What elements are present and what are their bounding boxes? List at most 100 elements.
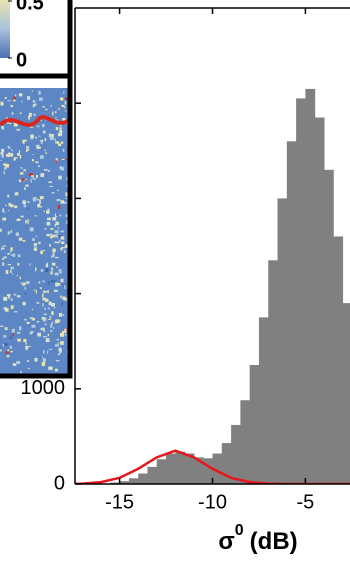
map-speckle xyxy=(48,181,52,182)
map-speckle xyxy=(44,308,45,310)
map-speckle xyxy=(3,297,7,301)
map-speckle xyxy=(54,307,55,308)
map-speckle xyxy=(46,264,48,268)
map-speckle xyxy=(39,357,42,358)
map-speckle xyxy=(34,290,35,292)
map-speckle xyxy=(45,152,47,153)
map-speckle xyxy=(51,192,54,193)
map-speckle xyxy=(15,94,16,96)
map-speckle xyxy=(17,332,20,334)
map-speckle xyxy=(55,257,58,258)
map-speckle xyxy=(39,200,41,204)
map-speckle xyxy=(32,90,33,91)
map-speckle xyxy=(63,91,64,94)
map-speckle xyxy=(21,101,22,103)
map-speckle xyxy=(25,179,27,180)
map-speckle xyxy=(24,293,26,294)
plot-area xyxy=(75,89,350,484)
map-speckle xyxy=(11,298,13,301)
map-speckle xyxy=(20,371,22,374)
map-speckle xyxy=(47,222,51,225)
map-speckle xyxy=(44,211,45,213)
map-speckle xyxy=(1,126,4,129)
map-speckle xyxy=(24,319,27,321)
map-speckle xyxy=(60,231,63,233)
map-speckle xyxy=(59,130,62,132)
map-speckle xyxy=(52,249,55,253)
map-speckle xyxy=(3,163,6,165)
map-speckle xyxy=(8,264,11,265)
map-speckle xyxy=(61,279,64,283)
map-speckle xyxy=(58,242,59,244)
map-speckle xyxy=(44,150,45,151)
map-speckle xyxy=(59,127,61,129)
map-speckle xyxy=(64,107,66,108)
map-speckle xyxy=(9,123,11,124)
map-speckle xyxy=(27,207,28,209)
map-speckle xyxy=(35,215,37,216)
map-speckle xyxy=(39,98,43,101)
histogram-bar xyxy=(324,170,334,484)
map-speckle xyxy=(36,290,37,294)
map-speckle xyxy=(19,326,21,330)
map-speckle xyxy=(0,229,2,232)
map-speckle xyxy=(8,296,10,299)
map-speckle xyxy=(8,155,10,157)
map-speckle xyxy=(46,318,47,321)
histogram-bar xyxy=(203,458,213,484)
map-speckle xyxy=(29,113,32,117)
map-speckle xyxy=(55,138,56,141)
map-speckle xyxy=(43,350,44,354)
map-speckle xyxy=(28,368,30,369)
map-speckle xyxy=(60,333,64,337)
y-tick-label: 0 xyxy=(54,472,65,494)
map-speckle xyxy=(57,190,58,192)
map-speckle xyxy=(23,240,26,242)
map-speckle xyxy=(33,100,36,102)
map-speckle xyxy=(65,334,67,336)
map-speckle xyxy=(41,140,43,144)
map-speckle xyxy=(17,295,21,297)
histogram-bar xyxy=(157,459,167,484)
map-speckle xyxy=(48,281,50,285)
map-speckle xyxy=(11,306,14,307)
map-speckle xyxy=(45,109,47,110)
map-speckle xyxy=(32,159,34,161)
histogram-bar xyxy=(343,303,350,484)
map-speckle xyxy=(17,263,19,266)
map-speckle xyxy=(41,269,44,272)
map-speckle xyxy=(40,173,44,177)
map-speckle xyxy=(59,215,61,217)
map-speckle xyxy=(38,91,40,95)
map-speckle xyxy=(19,180,21,183)
map-speckle xyxy=(59,319,61,322)
map-speckle xyxy=(31,325,35,328)
histogram-bar xyxy=(278,198,288,484)
map-speckle xyxy=(64,287,66,288)
map-speckle xyxy=(24,140,27,142)
map-speckle xyxy=(30,179,31,182)
map-speckle xyxy=(26,146,29,150)
page: σ0(dB) 01000200030004000 00.5 -15-10-5 (… xyxy=(0,0,350,560)
map-speckle xyxy=(30,263,31,266)
map-speckle xyxy=(17,219,21,221)
map-speckle xyxy=(14,294,16,296)
map-speckle xyxy=(11,105,13,107)
map-speckle xyxy=(10,153,13,157)
map-speckle xyxy=(60,98,63,101)
map-speckle xyxy=(37,206,38,207)
map-speckle xyxy=(4,167,7,170)
histogram-bar xyxy=(175,452,185,484)
map-speckle xyxy=(58,227,59,228)
map-speckle xyxy=(27,282,29,284)
map-speckle xyxy=(3,335,6,338)
map-speckle xyxy=(25,220,27,223)
x-label-superscript: 0 xyxy=(235,522,244,539)
map-speckle xyxy=(33,333,35,335)
map-speckle xyxy=(45,268,48,272)
map-speckle xyxy=(55,111,57,113)
map-speckle xyxy=(8,203,10,206)
map-speckle xyxy=(7,146,9,147)
map-speckle xyxy=(19,150,20,153)
map-speckle xyxy=(21,179,25,181)
